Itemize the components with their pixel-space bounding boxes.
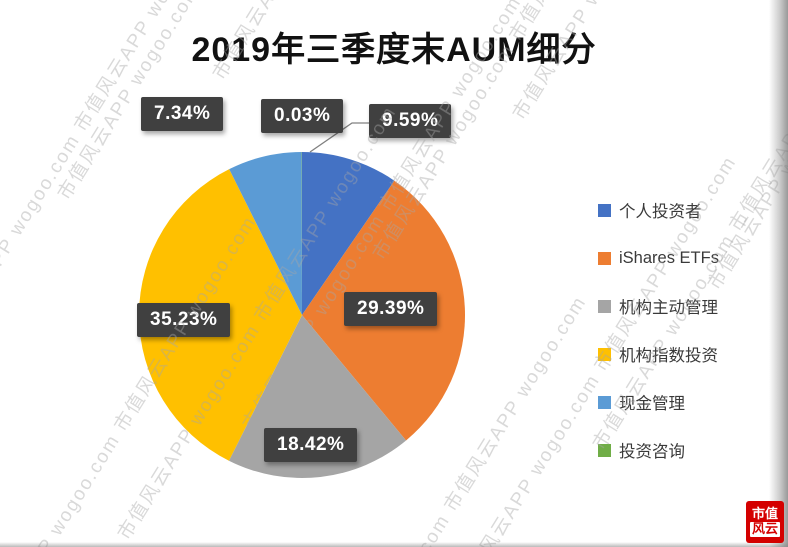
legend-item-ishares: iShares ETFs: [598, 234, 719, 282]
data-label-institutional-index: 35.23%: [137, 303, 231, 337]
legend-item-institutional-index: 机构指数投资: [598, 330, 719, 378]
legend-swatch-institutional-index: [598, 347, 611, 361]
data-label-ishares: 29.39%: [344, 292, 438, 326]
data-label-cash: 7.34%: [141, 97, 224, 131]
legend-swatch-advisory: [598, 443, 611, 457]
chart-title: 2019年三季度末AUM细分: [191, 31, 597, 69]
legend-label-institutional-active: 机构主动管理: [619, 299, 718, 317]
legend-item-cash: 现金管理: [598, 378, 719, 426]
legend-label-individual: 个人投资者: [619, 203, 702, 221]
pie-svg: [138, 152, 466, 478]
brand-logo-line1: 市值: [751, 506, 778, 522]
data-label-institutional-active: 18.42%: [264, 428, 358, 462]
brand-logo-line2: 风云: [749, 521, 780, 537]
data-label-individual: 9.59%: [369, 104, 452, 138]
legend-item-individual: 个人投资者: [598, 186, 719, 234]
legend-swatch-institutional-active: [598, 299, 611, 313]
legend: 个人投资者 iShares ETFs 机构主动管理 机构指数投资 现金管理 投资…: [598, 186, 719, 474]
legend-item-institutional-active: 机构主动管理: [598, 282, 719, 330]
brand-logo: 市值 风云: [746, 501, 784, 543]
data-label-advisory: 0.03%: [261, 99, 344, 133]
legend-swatch-cash: [598, 395, 611, 409]
bottom-edge-shadow: [0, 542, 788, 547]
pie-slice-4: [229, 152, 302, 315]
legend-item-advisory: 投资咨询: [598, 426, 719, 474]
legend-label-cash: 现金管理: [619, 395, 685, 413]
right-edge-shadow: [769, 0, 788, 547]
legend-swatch-individual: [598, 203, 611, 217]
pie-chart: [138, 152, 466, 478]
pie-slice-0: [302, 152, 395, 315]
legend-label-institutional-index: 机构指数投资: [619, 347, 718, 365]
legend-swatch-ishares: [598, 251, 611, 265]
legend-label-advisory: 投资咨询: [619, 443, 685, 461]
legend-label-ishares: iShares ETFs: [619, 248, 719, 267]
